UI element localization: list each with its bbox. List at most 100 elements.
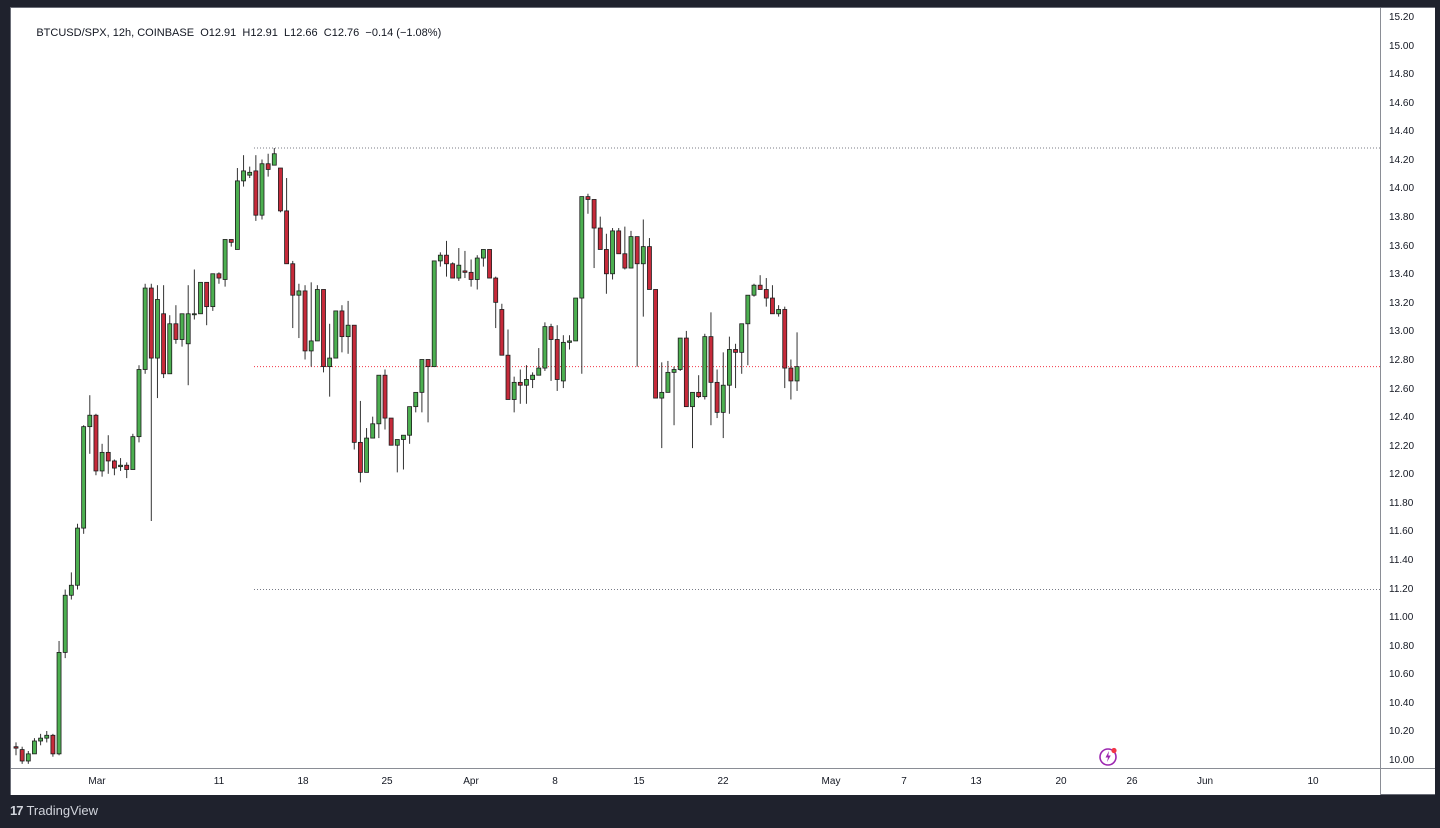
candle bbox=[62, 589, 68, 659]
candle bbox=[32, 738, 37, 755]
candle bbox=[75, 523, 80, 590]
price-tick-label: 10.80 bbox=[1389, 640, 1415, 652]
candle bbox=[524, 365, 529, 404]
price-tick-label: 11.40 bbox=[1389, 554, 1414, 566]
candle bbox=[690, 391, 695, 449]
candle bbox=[364, 428, 369, 473]
candle bbox=[653, 289, 658, 399]
candle bbox=[794, 332, 800, 391]
candle bbox=[407, 406, 413, 444]
price-tick-label: 15.20 bbox=[1389, 12, 1415, 23]
candle bbox=[499, 303, 505, 356]
candle bbox=[782, 306, 788, 389]
candle bbox=[677, 337, 683, 371]
candle bbox=[616, 228, 622, 255]
candle bbox=[413, 391, 419, 413]
legend-low: L12.66 bbox=[284, 27, 318, 39]
candle bbox=[431, 260, 437, 368]
candle bbox=[554, 325, 560, 391]
time-tick-label: 15 bbox=[633, 776, 645, 787]
candle bbox=[241, 155, 246, 187]
candle bbox=[474, 255, 480, 290]
time-tick-label: 10 bbox=[1307, 776, 1319, 787]
legend-title: BTCUSD/SPX, 12h, COINBASE bbox=[36, 27, 195, 39]
candle bbox=[394, 439, 400, 473]
candle bbox=[708, 312, 714, 426]
candle bbox=[234, 168, 240, 250]
candle bbox=[560, 335, 566, 389]
brand-name: TradingView bbox=[26, 802, 99, 818]
candle bbox=[727, 336, 732, 414]
price-tick-label: 11.60 bbox=[1389, 526, 1414, 538]
candle bbox=[161, 285, 167, 379]
price-tick-label: 13.20 bbox=[1389, 297, 1415, 309]
candle bbox=[591, 199, 597, 269]
candle bbox=[622, 226, 628, 270]
candle bbox=[93, 413, 99, 476]
candle bbox=[351, 324, 357, 450]
price-tick-label: 14.20 bbox=[1389, 154, 1415, 166]
legend-high: H12.91 bbox=[242, 27, 278, 39]
candle bbox=[345, 300, 351, 354]
time-tick-label: Jun bbox=[1196, 776, 1214, 787]
candle bbox=[542, 322, 548, 371]
candle bbox=[118, 458, 123, 471]
candle bbox=[456, 248, 462, 281]
candle bbox=[770, 285, 775, 315]
time-tick-label: 18 bbox=[297, 776, 309, 787]
candle bbox=[327, 323, 333, 397]
lightning-alert-icon[interactable] bbox=[1098, 745, 1120, 767]
candle bbox=[228, 239, 234, 247]
candle bbox=[597, 216, 603, 250]
candle bbox=[376, 374, 382, 439]
scale-corner bbox=[1380, 768, 1435, 795]
candle bbox=[302, 285, 308, 360]
chart-pane[interactable]: BTCUSD/SPX, 12h, COINBASE O12.91 H12.91 … bbox=[11, 8, 1380, 768]
time-scale[interactable]: Mar 11 18 25 Apr 8 15 22 May 7 13 20 26 Jun 10 bbox=[11, 768, 1380, 795]
candle bbox=[87, 395, 93, 454]
price-tick-label: 14.80 bbox=[1389, 69, 1415, 81]
candle bbox=[401, 434, 406, 470]
candle bbox=[68, 572, 74, 600]
price-scale[interactable]: 15.20 15.00 14.80 14.60 14.40 14.20 14.00 13.80… bbox=[1380, 8, 1435, 794]
candle bbox=[720, 352, 726, 439]
candle bbox=[480, 249, 486, 267]
price-tick-label: 11.00 bbox=[1389, 612, 1414, 624]
candle bbox=[505, 329, 511, 400]
candle bbox=[253, 155, 259, 221]
candle bbox=[579, 196, 585, 374]
candle bbox=[155, 285, 160, 399]
candle bbox=[517, 369, 523, 404]
price-tick-label: 12.80 bbox=[1389, 354, 1415, 366]
time-tick-label: Mar bbox=[88, 776, 106, 787]
candle bbox=[585, 193, 591, 214]
price-tick-label: 12.60 bbox=[1389, 383, 1415, 395]
price-tick-label: 12.40 bbox=[1389, 412, 1415, 424]
time-tick-label: 11 bbox=[213, 776, 225, 787]
candle bbox=[751, 283, 757, 297]
candle bbox=[511, 376, 517, 413]
candle bbox=[81, 425, 87, 534]
price-tick-label: 11.80 bbox=[1389, 497, 1414, 509]
candle bbox=[130, 433, 136, 470]
time-tick-label: 25 bbox=[381, 776, 393, 787]
candlestick-series bbox=[13, 147, 1380, 764]
time-tick-label: 26 bbox=[1126, 776, 1138, 787]
price-tick-label: 14.00 bbox=[1389, 183, 1415, 195]
symbol-legend[interactable]: BTCUSD/SPX, 12h, COINBASE O12.91 H12.91 … bbox=[18, 15, 441, 51]
footer-brand[interactable]: 17 TradingView bbox=[10, 802, 98, 818]
candle bbox=[714, 369, 720, 419]
candle bbox=[259, 159, 265, 220]
candle bbox=[739, 323, 745, 374]
candle bbox=[696, 375, 702, 399]
candle bbox=[13, 742, 19, 756]
candle bbox=[142, 283, 148, 374]
price-tick-label: 10.40 bbox=[1389, 697, 1415, 709]
candle bbox=[314, 285, 320, 342]
candle bbox=[148, 283, 154, 521]
price-tick-label: 13.60 bbox=[1389, 240, 1415, 252]
candle bbox=[604, 233, 609, 294]
candle bbox=[468, 259, 474, 287]
legend-close: C12.76 bbox=[323, 27, 360, 39]
candle bbox=[425, 359, 431, 423]
